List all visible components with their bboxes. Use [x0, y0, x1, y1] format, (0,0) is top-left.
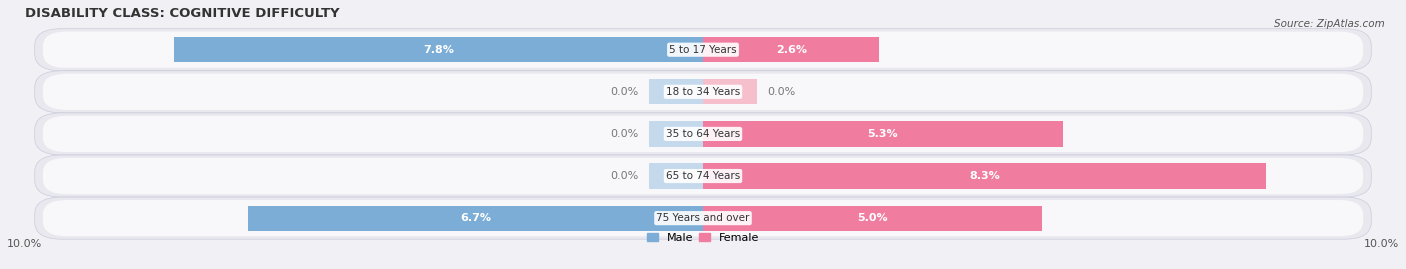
Text: 0.0%: 0.0% [768, 87, 796, 97]
FancyBboxPatch shape [35, 29, 1371, 71]
FancyBboxPatch shape [44, 158, 1362, 194]
Text: 8.3%: 8.3% [969, 171, 1000, 181]
Bar [703, 206, 1042, 231]
Text: 0.0%: 0.0% [610, 171, 638, 181]
Bar [648, 163, 703, 189]
Bar [249, 206, 703, 231]
Text: 75 Years and over: 75 Years and over [657, 213, 749, 223]
Text: 7.8%: 7.8% [423, 45, 454, 55]
Text: 35 to 64 Years: 35 to 64 Years [666, 129, 740, 139]
Text: 2.6%: 2.6% [776, 45, 807, 55]
Text: 5.0%: 5.0% [858, 213, 889, 223]
Text: 18 to 34 Years: 18 to 34 Years [666, 87, 740, 97]
Bar [648, 121, 703, 147]
Text: 5.3%: 5.3% [868, 129, 898, 139]
Text: 6.7%: 6.7% [460, 213, 491, 223]
FancyBboxPatch shape [35, 113, 1371, 155]
Text: Source: ZipAtlas.com: Source: ZipAtlas.com [1274, 19, 1385, 29]
FancyBboxPatch shape [44, 116, 1362, 152]
Text: 5 to 17 Years: 5 to 17 Years [669, 45, 737, 55]
Legend: Male, Female: Male, Female [643, 228, 763, 247]
Bar [174, 37, 703, 62]
Bar [703, 37, 879, 62]
Bar [703, 163, 1265, 189]
Text: DISABILITY CLASS: COGNITIVE DIFFICULTY: DISABILITY CLASS: COGNITIVE DIFFICULTY [24, 7, 339, 20]
FancyBboxPatch shape [35, 155, 1371, 197]
Text: 0.0%: 0.0% [610, 129, 638, 139]
FancyBboxPatch shape [44, 74, 1362, 110]
Bar [648, 79, 703, 104]
FancyBboxPatch shape [44, 31, 1362, 68]
Text: 0.0%: 0.0% [610, 87, 638, 97]
FancyBboxPatch shape [35, 71, 1371, 113]
Text: 65 to 74 Years: 65 to 74 Years [666, 171, 740, 181]
Bar [703, 79, 758, 104]
Bar [703, 121, 1063, 147]
FancyBboxPatch shape [35, 197, 1371, 239]
FancyBboxPatch shape [44, 200, 1362, 236]
